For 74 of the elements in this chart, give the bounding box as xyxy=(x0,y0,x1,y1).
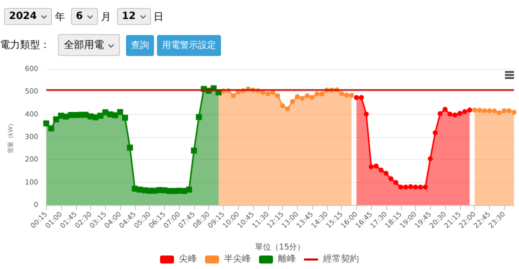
point xyxy=(280,103,286,108)
point xyxy=(186,186,192,193)
point xyxy=(432,130,438,136)
point xyxy=(492,108,497,114)
point xyxy=(358,95,364,100)
point xyxy=(43,120,50,126)
point xyxy=(422,184,428,190)
point xyxy=(457,110,462,116)
point xyxy=(300,96,305,101)
point xyxy=(304,93,310,98)
point xyxy=(265,91,270,96)
point xyxy=(448,112,452,117)
point xyxy=(230,93,236,98)
point xyxy=(388,176,394,182)
point xyxy=(393,180,398,186)
text: 全部用電 xyxy=(58,34,120,56)
text: 年 xyxy=(54,10,65,24)
point xyxy=(275,93,280,98)
point xyxy=(97,112,104,119)
point xyxy=(53,116,60,122)
point xyxy=(428,156,433,162)
point xyxy=(403,184,408,190)
point xyxy=(368,164,374,170)
point xyxy=(502,108,507,114)
point xyxy=(294,94,300,100)
point xyxy=(374,164,379,169)
point xyxy=(467,108,472,113)
x-axis-title: 單位（15分） xyxy=(255,242,306,252)
point xyxy=(48,125,54,132)
text: 用電警示設定 xyxy=(157,34,221,56)
point xyxy=(438,111,443,116)
text: 2024 xyxy=(4,8,52,25)
text: 6 xyxy=(70,8,98,25)
point xyxy=(496,110,502,116)
legend-label: 半尖峰 xyxy=(224,254,251,264)
text: 查詢 xyxy=(126,34,154,56)
text: 電力類型： xyxy=(0,38,50,52)
legend-label: 尖峰 xyxy=(179,254,197,264)
point xyxy=(378,168,384,173)
point xyxy=(413,184,418,190)
text: 日 xyxy=(154,10,164,24)
point xyxy=(126,144,133,151)
legend-label: 離峰 xyxy=(278,254,296,264)
text: 12 xyxy=(116,8,151,25)
point xyxy=(310,94,315,100)
point xyxy=(408,184,414,190)
point xyxy=(122,114,128,121)
point xyxy=(344,92,350,98)
point xyxy=(290,99,295,104)
point xyxy=(314,91,320,96)
point xyxy=(452,112,458,118)
point xyxy=(285,106,290,112)
point xyxy=(319,91,324,96)
point xyxy=(190,148,197,154)
point xyxy=(383,170,388,176)
point xyxy=(472,108,478,113)
point xyxy=(477,108,482,113)
point xyxy=(418,184,423,190)
point xyxy=(339,91,344,96)
point xyxy=(398,184,404,190)
point xyxy=(482,108,487,114)
point xyxy=(486,108,492,114)
point xyxy=(196,114,202,120)
point xyxy=(462,109,468,114)
point xyxy=(112,112,118,118)
point xyxy=(354,95,359,100)
point xyxy=(512,110,516,115)
point xyxy=(506,108,512,114)
point xyxy=(364,112,369,117)
point xyxy=(349,92,354,98)
point xyxy=(442,106,448,112)
point xyxy=(117,109,124,116)
legend-label: 經常契約 xyxy=(322,254,359,264)
text: 月 xyxy=(100,10,111,24)
